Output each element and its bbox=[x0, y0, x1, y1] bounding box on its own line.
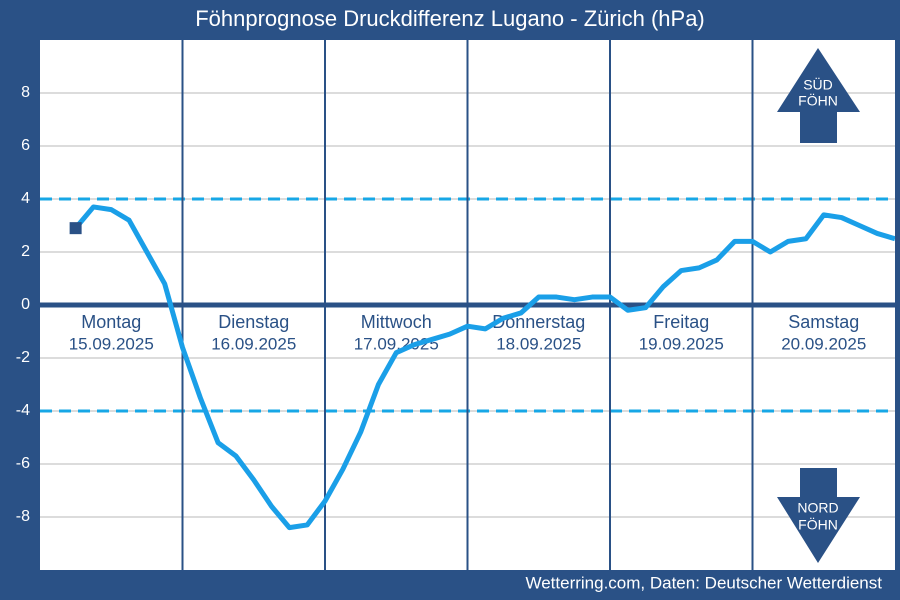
annotation: SÜD bbox=[803, 76, 833, 93]
y-tick-label: -6 bbox=[16, 455, 30, 472]
date-label: 20.09.2025 bbox=[781, 334, 866, 353]
date-label: 19.09.2025 bbox=[639, 334, 724, 353]
series bbox=[69, 204, 895, 531]
y-tick-label: 6 bbox=[21, 137, 30, 154]
y-tick-label: -4 bbox=[16, 402, 30, 419]
date-label: 18.09.2025 bbox=[496, 334, 581, 353]
y-tick-label: 4 bbox=[21, 190, 30, 207]
annotation: FÖHN bbox=[798, 92, 838, 109]
date-label: 17.09.2025 bbox=[354, 334, 439, 353]
date-label: 15.09.2025 bbox=[69, 334, 154, 353]
start-marker bbox=[69, 222, 82, 235]
day-label: Samstag bbox=[788, 312, 859, 332]
chart-title: Föhnprognose Druckdifferenz Lugano - Zür… bbox=[195, 6, 705, 31]
annotation: FÖHN bbox=[798, 516, 838, 533]
y-tick-label: 0 bbox=[21, 296, 30, 313]
y-tick-label: 8 bbox=[21, 84, 30, 101]
day-label: Montag bbox=[81, 312, 141, 332]
y-tick-label: 2 bbox=[21, 243, 30, 260]
y-tick-label: -2 bbox=[16, 349, 30, 366]
y-tick-label: -8 bbox=[16, 508, 30, 525]
arrow-up bbox=[777, 48, 860, 143]
day-label: Dienstag bbox=[218, 312, 289, 332]
line bbox=[73, 204, 895, 531]
date-label: 16.09.2025 bbox=[211, 334, 296, 353]
arrow-down bbox=[777, 468, 860, 563]
source: Wetterring.com, Daten: Deutscher Wetterd… bbox=[525, 573, 882, 592]
annotation: NORD bbox=[797, 500, 838, 516]
day-label: Freitag bbox=[653, 312, 709, 332]
day-label: Mittwoch bbox=[361, 312, 432, 332]
